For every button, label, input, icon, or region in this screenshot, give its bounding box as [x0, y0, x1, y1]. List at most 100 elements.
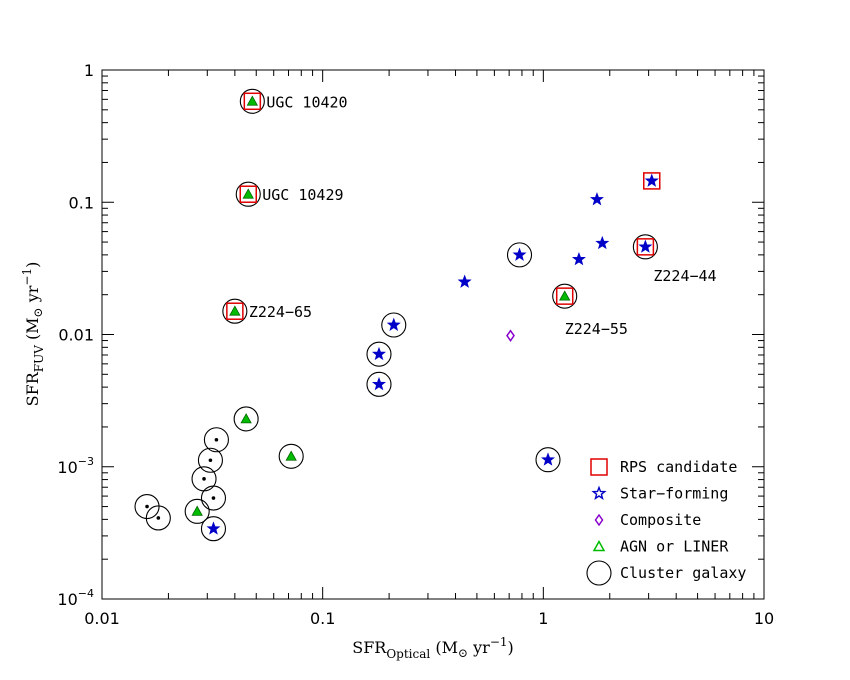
point-annotation: UGC 10429 [262, 186, 343, 204]
data-point [184, 498, 210, 524]
cluster-circle-marker [233, 406, 259, 432]
data-point [134, 494, 160, 520]
data-points [134, 88, 661, 542]
legend-label: AGN or LINER [620, 538, 729, 556]
cluster-circle-marker [381, 312, 407, 338]
y-axis-title: SFRFUV (M⊙ yr−1) [20, 262, 46, 407]
triangle-marker [559, 290, 571, 301]
star-marker [512, 247, 527, 261]
data-point [239, 88, 265, 114]
rps-square-marker [239, 185, 257, 203]
star-marker [591, 485, 607, 500]
cluster-circle-marker [239, 88, 265, 114]
legend-label: Star−forming [620, 485, 728, 503]
star-marker [595, 235, 610, 250]
cluster-circle-marker [184, 498, 210, 524]
point-annotation: UGC 10420 [266, 93, 347, 111]
cluster-circle-marker [197, 447, 223, 473]
axis-ticks [101, 70, 764, 600]
rps-square-marker [243, 92, 262, 111]
x-tick-label: 1 [538, 609, 548, 628]
point-annotation: Z224−65 [249, 303, 312, 321]
cluster-circle-marker [200, 516, 227, 542]
cluster-circle-marker [235, 181, 261, 207]
data-point [571, 252, 586, 266]
data-point [235, 181, 261, 207]
cluster-circle-marker [366, 371, 392, 397]
dot-marker [208, 458, 213, 463]
cluster-circle-marker [506, 242, 533, 268]
triangle-marker [229, 305, 241, 316]
x-tick-label: 0.01 [84, 609, 120, 628]
data-point [506, 242, 533, 268]
dot-marker [145, 504, 149, 509]
triangle-marker [285, 450, 297, 461]
star-marker [457, 274, 472, 288]
legend-item: Star−forming [591, 485, 728, 503]
rps-square-marker [555, 287, 574, 305]
data-point [457, 274, 472, 288]
cluster-circle-marker [586, 560, 612, 586]
y-tick-label: 10−3 [57, 455, 94, 477]
data-point [535, 447, 561, 473]
data-point [366, 341, 392, 367]
data-point [145, 505, 171, 531]
cluster-circle-marker [632, 234, 658, 260]
data-point [643, 172, 661, 190]
rps-square-marker [636, 238, 655, 256]
triangle-marker [592, 539, 606, 552]
data-point [233, 406, 259, 432]
data-point [203, 427, 229, 453]
data-point [200, 485, 227, 511]
data-point [278, 443, 304, 469]
data-point [552, 283, 578, 309]
star-marker [206, 521, 221, 535]
star-marker [541, 452, 556, 466]
data-point [506, 329, 515, 342]
data-point [222, 298, 248, 324]
star-marker [371, 376, 386, 391]
rps-square-marker [643, 172, 661, 190]
data-point [632, 234, 658, 260]
rps-square-marker [590, 458, 608, 476]
y-tick-label: 10−4 [57, 587, 94, 609]
cluster-circle-marker [200, 485, 227, 511]
legend-label: RPS candidate [620, 458, 737, 476]
cluster-circle-marker [535, 447, 561, 473]
legend: RPS candidate Star−forming Composite AGN or… [586, 458, 746, 586]
y-tick-label: 0.01 [58, 326, 94, 345]
legend-label: Composite [620, 511, 701, 529]
data-point [200, 516, 227, 542]
annotations: UGC 10420 UGC 10429 Z224−65 Z224−55 Z224−44 [249, 93, 717, 338]
cluster-circle-marker [366, 341, 392, 367]
point-annotation: Z224−55 [565, 320, 628, 338]
dot-marker [202, 477, 206, 481]
legend-item: Cluster galaxy [586, 560, 746, 586]
tick-labels: 0.01 0.1 1 10 10−4 10−3 0.01 0.1 1 [57, 61, 774, 628]
x-tick-label: 0.1 [310, 609, 335, 628]
star-marker [589, 192, 604, 206]
star-marker [386, 317, 401, 331]
dot-marker [211, 496, 216, 500]
triangle-marker [240, 413, 252, 424]
dot-marker [214, 437, 219, 442]
legend-item: Composite [594, 511, 701, 529]
diamond-marker [506, 329, 515, 342]
data-point [595, 235, 610, 250]
data-point [197, 447, 223, 473]
star-marker [571, 252, 586, 266]
cluster-circle-marker [203, 427, 229, 453]
y-tick-label: 1 [84, 61, 94, 80]
star-marker [371, 346, 386, 361]
cluster-circle-marker [222, 298, 248, 324]
triangle-marker [191, 505, 203, 516]
star-marker [644, 173, 659, 187]
rps-square-marker [226, 302, 244, 320]
dot-marker [156, 516, 161, 520]
data-point [366, 371, 392, 397]
y-tick-label: 0.1 [69, 193, 94, 212]
x-axis-title: SFROptical (M⊙ yr−1) [352, 635, 514, 661]
legend-label: Cluster galaxy [620, 564, 746, 582]
triangle-marker [242, 188, 254, 199]
x-tick-label: 10 [754, 609, 774, 628]
